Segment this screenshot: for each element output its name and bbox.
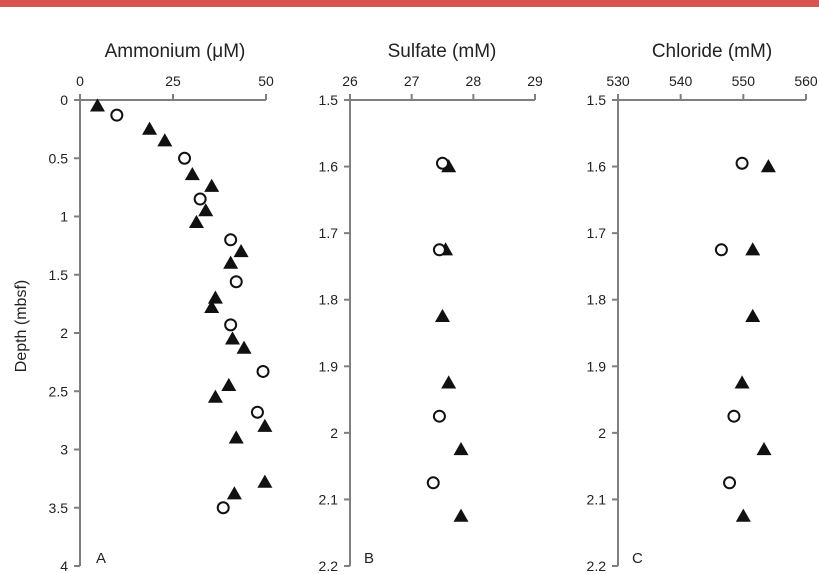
data-point-triangle	[233, 243, 249, 258]
data-point-triangle	[257, 418, 273, 432]
x-tick-label: 28	[466, 73, 482, 89]
y-tick-label: 1.5	[587, 92, 607, 108]
panel-b-title: Sulfate (mM)	[388, 41, 497, 62]
data-point-triangle	[188, 214, 204, 228]
data-point-triangle	[236, 340, 252, 354]
data-point-triangle	[734, 375, 750, 389]
data-point-triangle	[453, 442, 469, 456]
data-point-circle	[224, 233, 238, 247]
data-point-triangle	[760, 159, 776, 173]
data-point-circle	[432, 409, 446, 423]
x-tick-label: 540	[669, 73, 693, 89]
y-tick-label: 1.7	[319, 225, 339, 241]
y-tick-label: 0.5	[49, 150, 69, 166]
y-tick-label: 3	[60, 442, 68, 458]
data-point-triangle	[89, 98, 105, 112]
y-tick-label: 1.5	[319, 92, 339, 108]
y-tick-label: 1.8	[319, 292, 339, 308]
panel-b: Sulfate (mM) 26 27 28 29 1.5 1.6 1.7 1.8 1.9 2 2.…	[319, 41, 543, 574]
data-point-circle	[216, 501, 230, 515]
data-point-triangle	[225, 331, 241, 345]
data-point-triangle	[204, 178, 220, 192]
data-point-triangle	[207, 290, 223, 304]
data-point-triangle	[453, 508, 469, 522]
data-point-triangle	[745, 242, 761, 256]
data-point-triangle	[435, 308, 450, 322]
y-tick-label: 1.9	[319, 358, 339, 374]
x-tick-label: 26	[342, 73, 358, 89]
data-point-circle	[250, 405, 264, 419]
data-point-circle	[256, 364, 270, 378]
data-point-circle	[723, 476, 737, 490]
data-point-triangle	[228, 430, 244, 444]
data-point-triangle	[223, 255, 239, 269]
panel-label-a: A	[96, 550, 106, 567]
data-point-circle	[432, 243, 446, 257]
y-tick-label: 3.5	[49, 500, 69, 516]
data-point-triangle	[204, 299, 220, 313]
data-point-triangle	[257, 474, 273, 488]
y-tick-label: 1.5	[49, 267, 69, 283]
panel-label-b: B	[364, 550, 374, 567]
panel-c: Chloride (mM) 530 540 550 560 1.5 1.6 1.7 1.8 1…	[587, 41, 818, 574]
data-point-triangle	[207, 389, 223, 403]
data-point-circle	[727, 409, 741, 423]
y-tick-label: 1.9	[587, 358, 607, 374]
x-tick-label: 550	[732, 73, 756, 89]
y-tick-label: 2.5	[49, 383, 69, 399]
data-point-circle	[436, 156, 449, 170]
panel-c-title: Chloride (mM)	[652, 41, 772, 62]
top-accent-bar	[0, 0, 819, 7]
data-point-triangle	[756, 442, 772, 456]
panel-label-c: C	[632, 550, 643, 567]
panel-a-title: Ammonium (μM)	[105, 41, 246, 62]
y-tick-label: 1.7	[587, 225, 607, 241]
data-point-circle	[229, 275, 243, 289]
data-point-triangle	[157, 133, 173, 147]
data-point-circle	[714, 243, 728, 257]
x-tick-label: 0	[76, 73, 84, 89]
y-tick-label: 1.6	[319, 159, 339, 175]
data-point-circle	[193, 192, 207, 206]
data-point-circle	[735, 156, 749, 170]
data-point-triangle	[735, 508, 751, 522]
x-tick-label: 560	[794, 73, 818, 89]
y-tick-label: 1.8	[587, 292, 607, 308]
y-tick-label: 2.1	[587, 491, 607, 507]
data-point-circle	[224, 318, 238, 332]
y-tick-label: 0	[60, 92, 68, 108]
data-point-circle	[426, 476, 440, 490]
y-tick-label: 2.2	[319, 558, 339, 574]
y-tick-label: 2.1	[319, 491, 339, 507]
x-tick-label: 50	[258, 73, 274, 89]
x-tick-label: 29	[527, 73, 543, 89]
x-tick-label: 25	[165, 73, 181, 89]
panel-a: Ammonium (μM) Depth (mbsf) 0 25 50 0 0.5 1 1.…	[13, 41, 274, 574]
data-point-triangle	[198, 203, 214, 217]
y-tick-label: 1	[60, 209, 68, 225]
y-tick-label: 2	[598, 425, 606, 441]
y-tick-label: 1.6	[587, 159, 607, 175]
data-point-triangle	[441, 375, 457, 389]
y-tick-label: 2.2	[587, 558, 607, 574]
data-point-circle	[178, 151, 192, 165]
y-tick-label: 2	[60, 325, 68, 341]
data-point-triangle	[221, 377, 237, 392]
data-point-circle	[110, 108, 124, 122]
data-point-triangle	[184, 167, 200, 181]
data-point-triangle	[142, 121, 158, 135]
x-tick-label: 530	[606, 73, 630, 89]
y-tick-label: 4	[60, 558, 68, 574]
y-axis-label: Depth (mbsf)	[13, 280, 30, 372]
y-tick-label: 2	[330, 425, 338, 441]
x-tick-label: 27	[404, 73, 420, 89]
data-point-triangle	[745, 308, 761, 322]
data-point-triangle	[226, 486, 242, 500]
